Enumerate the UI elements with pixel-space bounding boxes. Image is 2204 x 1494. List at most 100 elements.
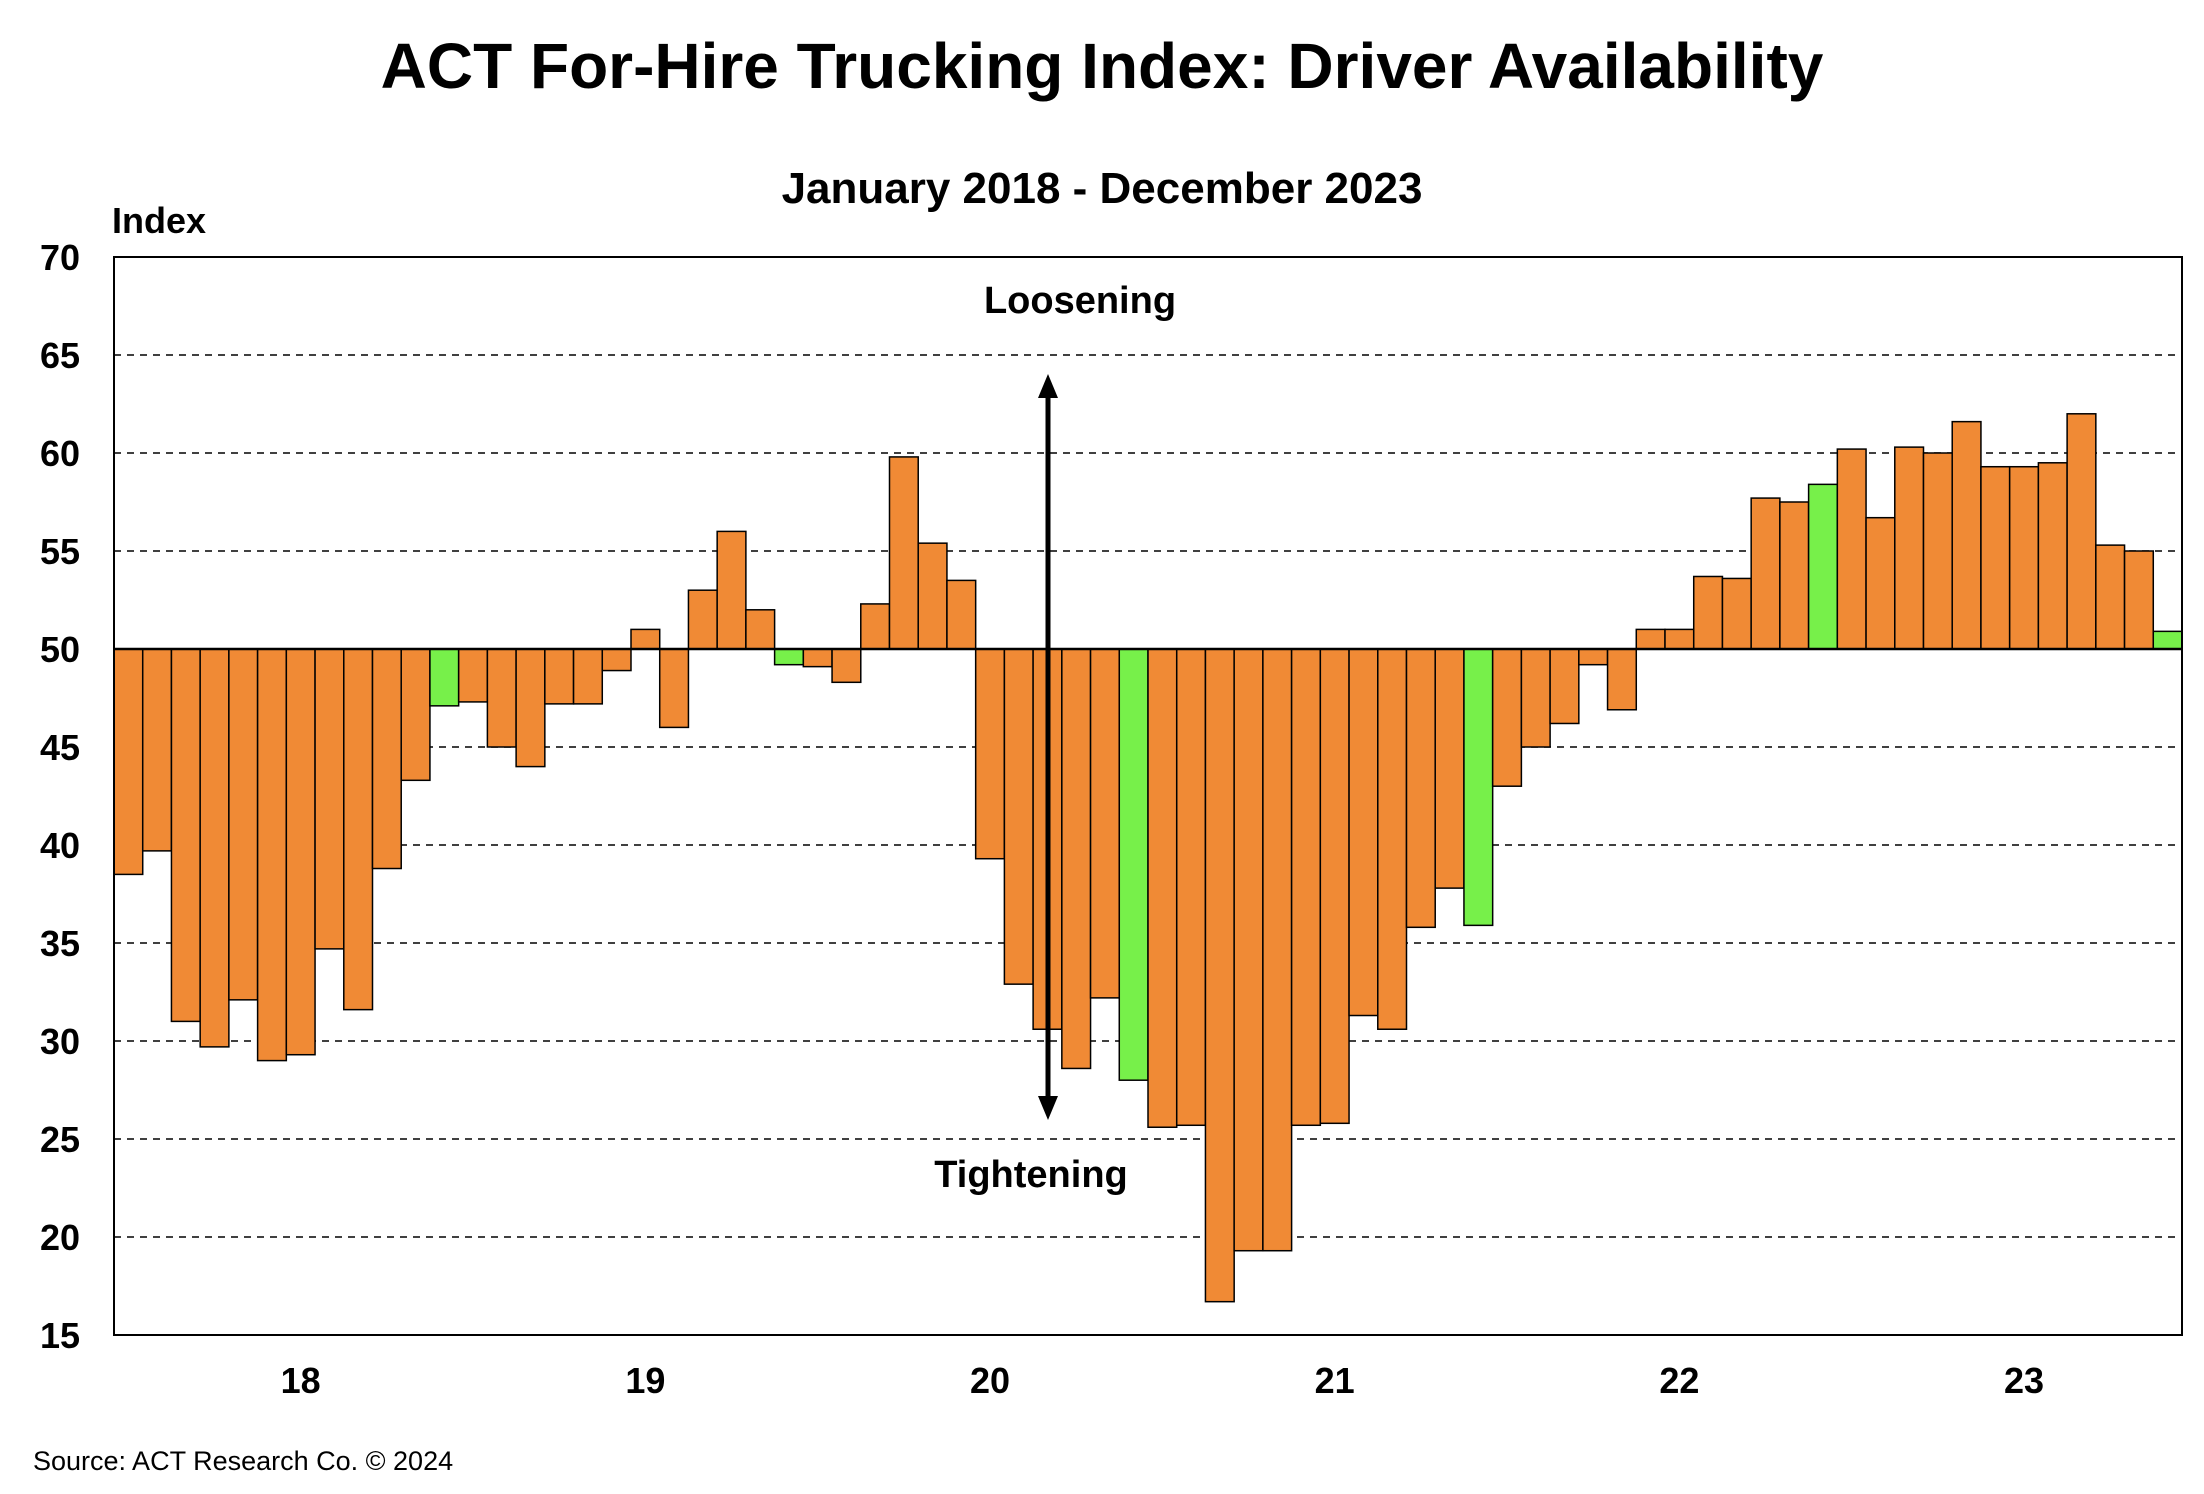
bar bbox=[572, 648, 604, 705]
x-tick-label: 21 bbox=[1315, 1360, 1355, 1401]
bar bbox=[1434, 648, 1465, 889]
bar bbox=[1290, 648, 1322, 1127]
bar bbox=[630, 628, 661, 650]
bar bbox=[199, 648, 230, 1048]
bar bbox=[429, 648, 460, 707]
bar bbox=[228, 648, 259, 1001]
bar bbox=[1779, 501, 1810, 650]
y-tick-label: 20 bbox=[40, 1217, 80, 1258]
bar bbox=[917, 542, 948, 650]
x-tick-label: 23 bbox=[2004, 1360, 2044, 1401]
bar bbox=[141, 648, 173, 852]
bar bbox=[831, 648, 862, 684]
bar bbox=[1061, 648, 1092, 1070]
x-tick-labels: 18 19 20 21 22 23 bbox=[281, 1360, 2044, 1401]
bar bbox=[1606, 648, 1638, 711]
y-tick-label: 50 bbox=[40, 629, 80, 670]
bar bbox=[1003, 648, 1034, 985]
bar bbox=[2008, 465, 2040, 650]
y-tick-label: 40 bbox=[40, 825, 80, 866]
bar bbox=[2123, 550, 2155, 650]
bar bbox=[486, 648, 517, 748]
bar bbox=[256, 648, 288, 1062]
bar bbox=[2066, 413, 2097, 650]
bar bbox=[1377, 648, 1408, 1030]
y-tick-label: 65 bbox=[40, 335, 80, 376]
bars bbox=[113, 413, 2183, 1303]
bar bbox=[1175, 648, 1207, 1127]
bar bbox=[457, 648, 489, 703]
arrow-head-down bbox=[1038, 1096, 1058, 1120]
bar bbox=[974, 648, 1006, 860]
bar bbox=[2095, 544, 2126, 650]
bar bbox=[343, 648, 374, 1011]
y-tick-labels: 15 20 25 30 35 40 45 50 55 60 65 70 bbox=[40, 237, 80, 1356]
bar bbox=[888, 456, 919, 650]
bar bbox=[1951, 420, 1982, 650]
y-tick-label: 25 bbox=[40, 1119, 80, 1160]
bar bbox=[1204, 648, 1235, 1303]
y-tick-label: 35 bbox=[40, 923, 80, 964]
bar bbox=[601, 648, 632, 672]
bar bbox=[946, 579, 977, 650]
bar bbox=[1635, 628, 1666, 650]
chart-subtitle: January 2018 - December 2023 bbox=[782, 164, 1423, 213]
annotation-tightening: Tightening bbox=[934, 1154, 1128, 1196]
source-note: Source: ACT Research Co. © 2024 bbox=[33, 1446, 453, 1476]
bar bbox=[745, 609, 776, 650]
bar bbox=[716, 530, 747, 650]
plot-border bbox=[113, 256, 2183, 1336]
bar bbox=[1491, 648, 1523, 787]
bar bbox=[1922, 452, 1953, 650]
bar bbox=[860, 603, 891, 650]
bar bbox=[1807, 483, 1839, 650]
bar bbox=[1980, 465, 2011, 650]
bar bbox=[544, 648, 575, 705]
y-tick-label: 45 bbox=[40, 727, 80, 768]
bar bbox=[1463, 648, 1494, 927]
bar bbox=[1089, 648, 1121, 999]
bar bbox=[1520, 648, 1551, 748]
bar bbox=[2037, 462, 2068, 650]
bar bbox=[371, 648, 402, 870]
bar bbox=[1118, 648, 1149, 1081]
bar bbox=[1578, 648, 1609, 666]
bar bbox=[1348, 648, 1379, 1017]
bar bbox=[1750, 497, 1781, 650]
bar bbox=[400, 648, 431, 782]
bar bbox=[314, 648, 345, 950]
double-arrow bbox=[1038, 374, 1058, 1120]
bar bbox=[2152, 630, 2183, 650]
bar bbox=[1692, 575, 1724, 650]
bar bbox=[1549, 648, 1580, 725]
x-tick-label: 22 bbox=[1659, 1360, 1699, 1401]
y-tick-label: 60 bbox=[40, 433, 80, 474]
y-tick-label: 15 bbox=[40, 1315, 80, 1356]
bar bbox=[515, 648, 546, 768]
bar bbox=[658, 648, 690, 729]
y-tick-label: 55 bbox=[40, 531, 80, 572]
bar bbox=[687, 589, 718, 650]
bar bbox=[1405, 648, 1436, 929]
arrow-head-up bbox=[1038, 374, 1058, 398]
x-tick-label: 20 bbox=[970, 1360, 1010, 1401]
bar bbox=[1262, 648, 1293, 1252]
annotation-loosening: Loosening bbox=[984, 280, 1176, 322]
x-tick-label: 19 bbox=[625, 1360, 665, 1401]
bar bbox=[773, 648, 805, 666]
bar bbox=[1147, 648, 1178, 1128]
y-axis-label: Index bbox=[112, 200, 206, 241]
y-tick-label: 70 bbox=[40, 237, 80, 278]
bar bbox=[1865, 516, 1896, 650]
x-tick-label: 18 bbox=[281, 1360, 321, 1401]
bar bbox=[1664, 628, 1695, 650]
bar bbox=[1836, 448, 1867, 650]
bar bbox=[113, 648, 144, 876]
bar bbox=[1319, 648, 1350, 1125]
bar bbox=[1894, 446, 1925, 650]
y-tick-label: 30 bbox=[40, 1021, 80, 1062]
bar bbox=[285, 648, 316, 1056]
bar bbox=[1233, 648, 1264, 1252]
chart-title: ACT For-Hire Trucking Index: Driver Avai… bbox=[381, 30, 1824, 102]
